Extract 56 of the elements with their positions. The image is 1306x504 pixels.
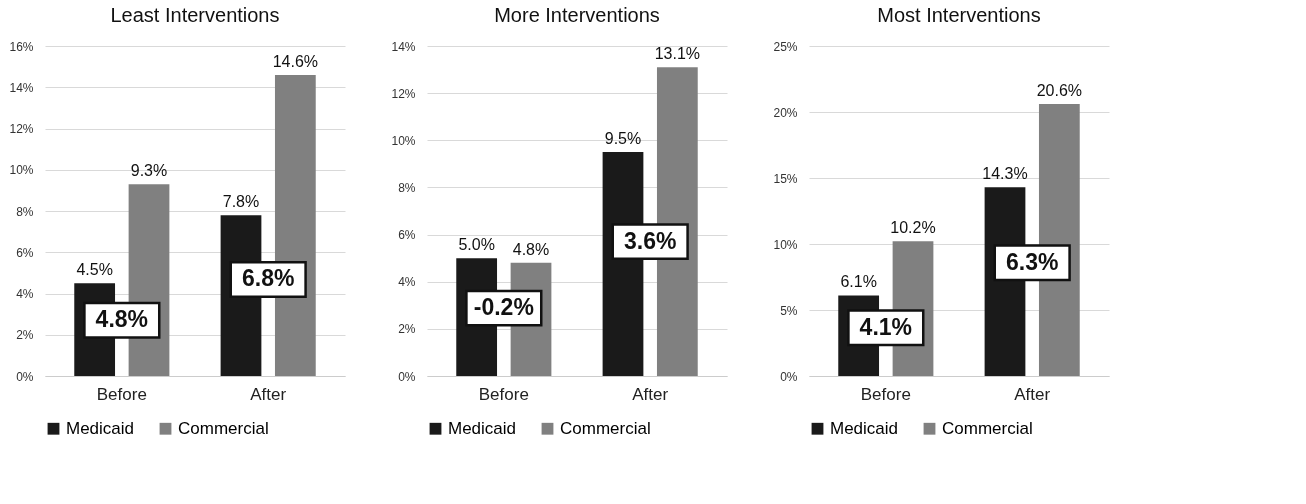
y-tick-label: 10%: [9, 163, 34, 178]
legend-label: Medicaid: [66, 418, 135, 438]
annotation: 6.3%: [1005, 248, 1059, 275]
data-label: 6.1%: [840, 273, 877, 291]
data-label: 4.5%: [76, 261, 113, 279]
y-tick-label: 2%: [398, 322, 416, 337]
x-tick-label: After: [632, 384, 669, 404]
y-tick-label: 14%: [9, 80, 34, 95]
annotation: 6.8%: [241, 265, 295, 292]
legend-label: Medicaid: [830, 418, 899, 438]
data-label: 10.2%: [890, 219, 936, 237]
y-tick-label: 10%: [773, 237, 798, 252]
y-tick-label: 14%: [391, 39, 416, 54]
y-tick-label: 12%: [9, 122, 34, 136]
data-label: 9.3%: [130, 162, 168, 180]
y-tick-label: 4%: [16, 287, 34, 301]
y-tick-label: 15%: [773, 171, 798, 186]
chart-title: Least Interventions: [110, 4, 280, 26]
y-tick-label: 8%: [398, 180, 416, 195]
y-tick-label: 8%: [16, 204, 34, 219]
y-tick-label: 12%: [391, 86, 416, 101]
x-tick-label: Before: [96, 384, 147, 404]
y-tick-label: 0%: [398, 369, 416, 384]
x-tick-label: After: [1014, 384, 1051, 404]
y-tick-label: 5%: [780, 303, 798, 318]
annotation: 4.8%: [95, 306, 149, 333]
annotation: 4.1%: [859, 313, 913, 340]
y-tick-label: 25%: [773, 39, 798, 54]
y-tick-label: 2%: [16, 328, 34, 343]
data-label: 9.5%: [604, 130, 642, 148]
data-label: 5.0%: [458, 236, 495, 254]
y-tick-label: 6%: [16, 245, 34, 260]
data-label: 20.6%: [1036, 82, 1083, 100]
data-label: 13.1%: [654, 45, 701, 63]
data-label: 4.8%: [512, 240, 550, 258]
legend-label: Medicaid: [448, 418, 517, 438]
x-tick-label: After: [250, 384, 287, 404]
data-label: 7.8%: [222, 193, 260, 211]
chart-title: More Interventions: [494, 4, 660, 26]
y-tick-label: 0%: [780, 369, 798, 384]
legend-label: Commercial: [178, 418, 269, 438]
y-tick-label: 4%: [398, 275, 416, 290]
x-tick-label: Before: [860, 384, 911, 404]
legend-label: Commercial: [560, 418, 651, 438]
y-tick-label: 20%: [773, 105, 798, 120]
y-tick-label: 0%: [16, 369, 34, 384]
legend-label: Commercial: [942, 418, 1033, 438]
y-tick-label: 6%: [398, 228, 416, 243]
x-tick-label: Before: [478, 384, 529, 404]
annotation: 3.6%: [623, 227, 677, 254]
y-tick-label: 10%: [391, 133, 416, 148]
data-label: 14.6%: [272, 52, 319, 70]
y-tick-label: 16%: [9, 39, 34, 54]
chart-title: Most Interventions: [877, 4, 1041, 26]
data-label: 14.3%: [982, 165, 1028, 183]
annotation: -0.2%: [473, 294, 534, 321]
